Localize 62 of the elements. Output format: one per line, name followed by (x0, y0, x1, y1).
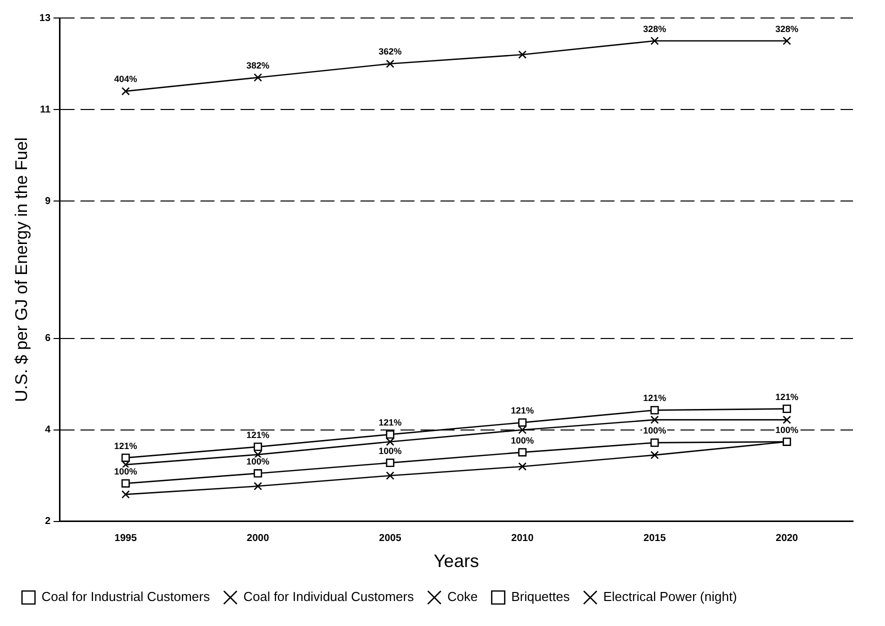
legend-label: Briquettes (511, 589, 570, 604)
y-tick-label: 4 (44, 424, 51, 436)
point (121, 87, 130, 96)
point (121, 454, 130, 462)
legend-label: Electrical Power (night) (603, 589, 737, 604)
annotation: 328% (643, 24, 666, 34)
annotation: 121% (378, 417, 402, 428)
annotation: 121% (510, 406, 534, 416)
annotation: 100% (378, 446, 402, 456)
annotation: 328% (775, 24, 798, 34)
point (650, 438, 659, 447)
y-tick-label: 13 (39, 12, 51, 24)
point (254, 442, 262, 451)
x-tick-label: 2020 (776, 533, 798, 544)
legend-label: Coal for Individual Customers (243, 589, 414, 604)
x-tick-label: 1995 (114, 533, 138, 544)
point (386, 438, 394, 446)
point (386, 430, 394, 439)
point (254, 73, 262, 82)
point (650, 416, 659, 424)
point (386, 471, 394, 480)
point (782, 416, 792, 424)
annotation: 404% (114, 74, 138, 84)
x-tick-label: 2000 (246, 533, 270, 544)
y-tick-label: 2 (44, 516, 51, 528)
annotation: 121% (643, 393, 666, 404)
point (121, 490, 130, 499)
x-axis-title: Years (434, 551, 479, 572)
point (650, 406, 659, 414)
annotation: 121% (246, 430, 270, 440)
x-tick-label: 2005 (379, 533, 402, 544)
legend-label: Coke (447, 589, 478, 604)
point (782, 36, 792, 46)
point (518, 448, 527, 456)
point (386, 60, 394, 68)
x-tick-label: 2015 (644, 533, 666, 544)
point (386, 458, 394, 468)
annotation: 100% (114, 466, 138, 476)
annotation: 100% (643, 426, 666, 436)
point (121, 479, 130, 488)
annotation: 100% (775, 424, 798, 435)
point (650, 450, 659, 460)
point (254, 469, 262, 478)
x-tick-label: 2010 (511, 533, 534, 544)
point (518, 426, 527, 434)
point (782, 404, 792, 414)
y-tick-label: 9 (44, 196, 51, 207)
y-tick-label: 6 (44, 333, 51, 344)
point (518, 418, 527, 427)
annotation: 100% (510, 435, 534, 446)
point (650, 36, 659, 46)
annotation: 121% (775, 392, 798, 402)
point (518, 50, 527, 59)
y-axis-title: U.S. $ per GJ of Energy in the Fuel (12, 137, 31, 402)
annotation: 121% (114, 440, 138, 451)
legend-label: Coal for Industrial Customers (42, 589, 210, 604)
y-tick-label: 11 (40, 104, 51, 116)
point (518, 462, 527, 471)
annotation: 362% (378, 46, 402, 57)
point (254, 482, 262, 490)
annotation: 100% (246, 456, 270, 466)
annotation: 382% (246, 60, 270, 70)
